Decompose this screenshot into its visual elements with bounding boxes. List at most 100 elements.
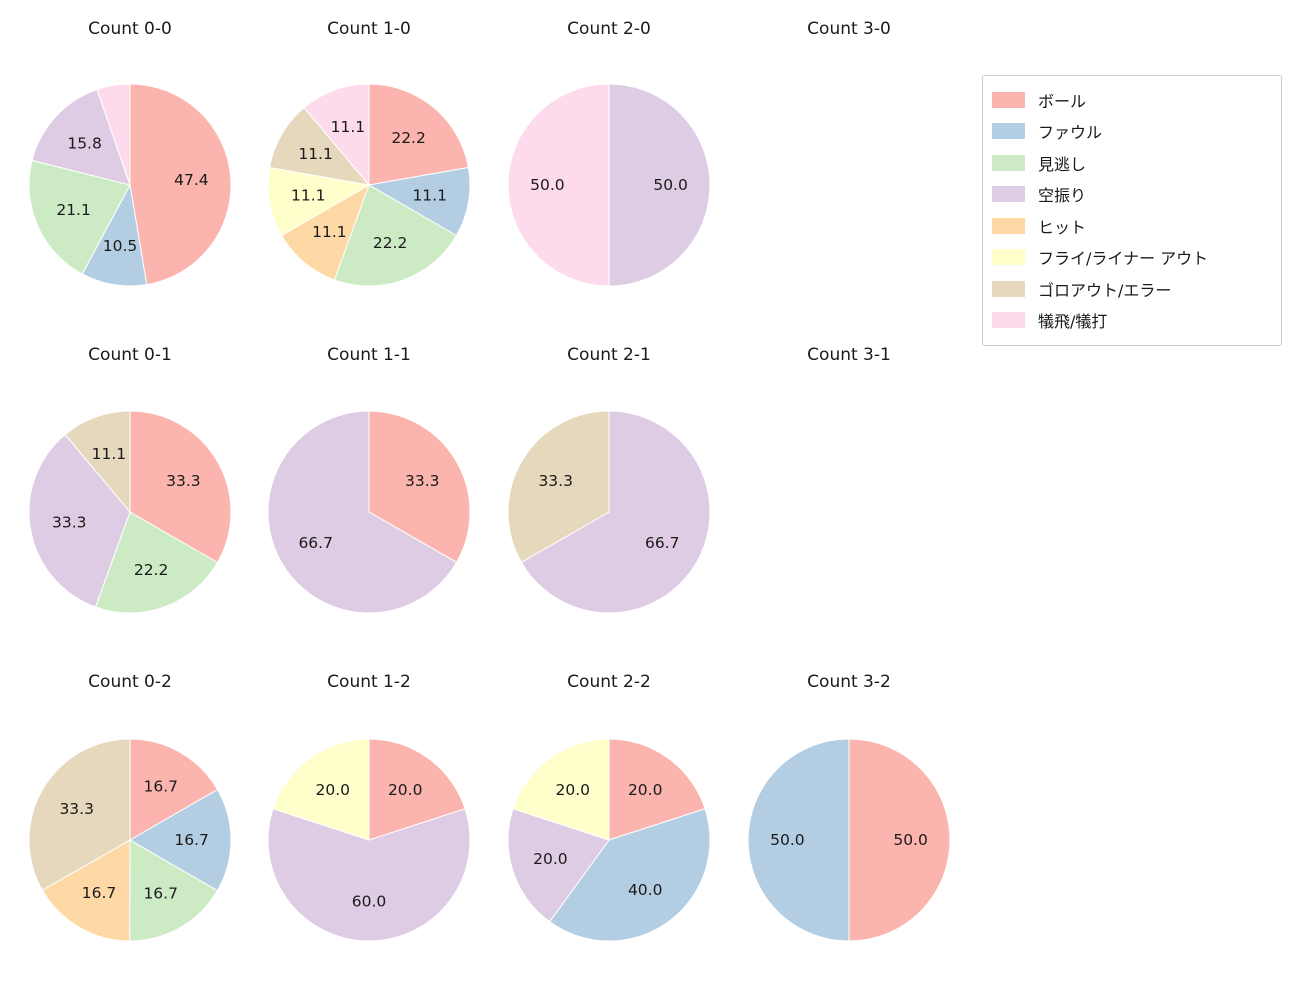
legend-label: ボール <box>1038 91 1087 111</box>
pie-chart: 16.7 16.7 16.7 16.7 33.3 <box>28 738 232 942</box>
pie-slice <box>267 410 458 614</box>
pie-slice-label: 10.5 <box>103 237 138 255</box>
pie-slice-label: 15.8 <box>67 134 102 152</box>
pie-slice <box>280 183 370 281</box>
pie-chart: 33.3 66.7 <box>267 410 471 614</box>
pie-slice <box>28 159 131 275</box>
legend-swatch-icon <box>992 217 1025 234</box>
pie-slice-label: 11.1 <box>298 145 333 163</box>
pie-chart: 33.3 22.2 33.3 11.1 <box>28 410 232 614</box>
legend-label: 空振り <box>1038 186 1087 206</box>
pie-slice <box>129 738 219 841</box>
legend-swatch-icon <box>992 312 1025 329</box>
pie-slice <box>608 738 706 841</box>
pie-slice <box>507 83 610 287</box>
pie-slice <box>272 738 370 841</box>
pie-slice-label: 50.0 <box>530 176 565 194</box>
pie-slice <box>129 839 219 942</box>
legend-swatch-icon <box>992 91 1025 108</box>
chart-title: Count 2-0 <box>567 19 651 39</box>
pie-slice <box>129 410 232 564</box>
chart-title: Count 0-2 <box>88 672 172 692</box>
pie-slice-label: 11.1 <box>291 187 326 205</box>
pie-slice-label: 11.1 <box>312 223 347 241</box>
pie-slice-label: 20.0 <box>556 781 591 799</box>
pie-slice-label: 22.2 <box>134 561 169 579</box>
pie-slice-label: 16.7 <box>82 884 117 902</box>
chart-title: Count 0-1 <box>88 345 172 365</box>
pie-slice <box>64 410 131 514</box>
pie-slice-label: 33.3 <box>538 472 573 490</box>
chart-title: Count 3-0 <box>807 19 891 39</box>
legend-label: ファウル <box>1038 123 1103 143</box>
chart-title: Count 3-1 <box>807 345 891 365</box>
pie-slice <box>41 839 131 942</box>
pie-slice <box>129 83 232 286</box>
pie-slice-label: 16.7 <box>143 884 178 902</box>
pie-slice <box>31 88 131 186</box>
legend: ボール ファウル 見逃し 空振り ヒット フライ/ライナー アウト ゴロアウト/エラー 犠飛/… <box>982 75 1282 346</box>
legend-item: フライ/ライナー アウト <box>983 242 1281 274</box>
pie-slice <box>129 788 232 892</box>
pie-slice-label: 16.7 <box>174 831 209 849</box>
pie-slice <box>333 184 458 287</box>
pie-slice <box>267 808 471 942</box>
chart-title: Count 1-0 <box>327 19 411 39</box>
pie-slice-label: 66.7 <box>298 534 333 552</box>
pie-slice-label: 50.0 <box>653 176 688 194</box>
pie-chart: 20.0 40.0 20.0 20.0 <box>507 738 711 942</box>
pie-slice <box>520 410 711 614</box>
pie-chart: 50.0 50.0 <box>747 738 951 942</box>
pie-slice <box>28 738 131 891</box>
pie-slice-label: 40.0 <box>628 881 663 899</box>
chart-title: Count 3-2 <box>807 672 891 692</box>
legend-label: 見逃し <box>1038 154 1087 174</box>
legend-swatch-icon <box>992 123 1025 140</box>
pie-slice <box>28 433 131 608</box>
pie-slice-label: 20.0 <box>628 781 663 799</box>
pie-slice-label: 11.1 <box>331 118 366 136</box>
pie-slice-label: 66.7 <box>645 534 680 552</box>
pie-slice-label: 47.4 <box>174 171 209 189</box>
pie-slice-label: 22.2 <box>373 234 408 252</box>
pie-chart: 20.0 60.0 20.0 <box>267 738 471 942</box>
pie-slice-label: 21.1 <box>56 201 91 219</box>
legend-swatch-icon <box>992 154 1025 171</box>
pie-slice <box>96 83 131 186</box>
pie-slice <box>507 808 610 923</box>
chart-title: Count 0-0 <box>88 19 172 39</box>
chart-title: Count 1-1 <box>327 345 411 365</box>
pie-slice-label: 11.1 <box>412 187 447 205</box>
legend-item: ヒット <box>983 210 1281 242</box>
pie-slice-label: 33.3 <box>405 472 440 490</box>
pie-slice <box>368 410 471 564</box>
pie-slice-label: 20.0 <box>388 781 423 799</box>
pie-slice-label: 60.0 <box>352 893 387 911</box>
legend-items: ボール ファウル 見逃し 空振り ヒット フライ/ライナー アウト ゴロアウト/エラー 犠飛/… <box>983 84 1281 336</box>
legend-item: ゴロアウト/エラー <box>983 273 1281 305</box>
chart-title: Count 2-2 <box>567 672 651 692</box>
pie-slice-label: 20.0 <box>533 850 568 868</box>
pie-chart: 22.2 11.1 22.2 11.1 11.1 11.1 11.1 <box>267 83 471 287</box>
chart-title: Count 1-2 <box>327 672 411 692</box>
pie-slice-label: 33.3 <box>52 514 87 532</box>
chart-title: Count 2-1 <box>567 345 651 365</box>
pie-slice <box>548 808 711 942</box>
pie-slice <box>747 738 850 942</box>
pie-slice <box>608 83 711 287</box>
pie-chart: 47.4 10.5 21.1 15.8 <box>28 83 232 287</box>
pie-slice <box>303 83 370 187</box>
pie-slice-label: 33.3 <box>59 800 94 818</box>
pie-slice <box>368 83 470 186</box>
pie-slice <box>367 166 471 237</box>
legend-swatch-icon <box>992 280 1025 297</box>
pie-chart: 50.0 50.0 <box>507 83 711 287</box>
legend-item: ファウル <box>983 116 1281 148</box>
legend-label: フライ/ライナー アウト <box>1038 249 1209 269</box>
pie-slice-label: 22.2 <box>391 129 426 147</box>
pie-slice <box>507 410 610 564</box>
legend-item: ボール <box>983 84 1281 116</box>
pie-slice <box>268 106 371 186</box>
pie-slice <box>512 738 610 841</box>
